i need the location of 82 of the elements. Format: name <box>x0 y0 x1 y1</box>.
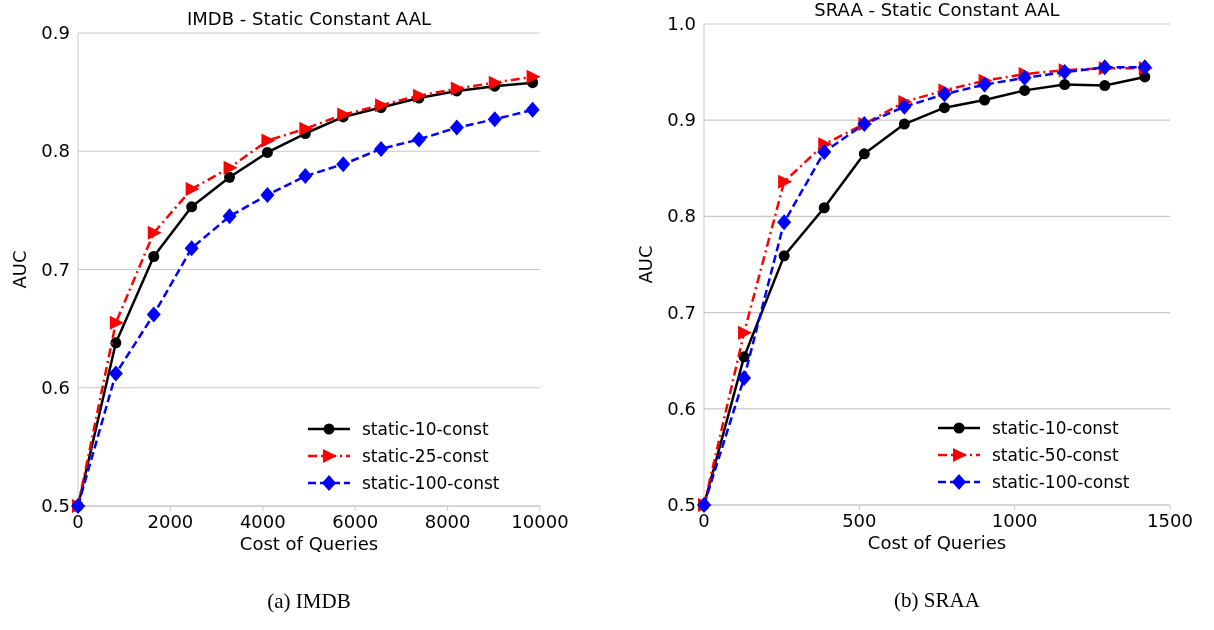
point <box>186 201 198 213</box>
point <box>299 121 314 136</box>
point <box>897 98 912 115</box>
legend-label: static-50-const <box>992 445 1119 465</box>
point <box>375 98 390 113</box>
y-tick-label: 0.8 <box>41 140 70 162</box>
x-tick-label: 1000 <box>991 510 1038 531</box>
point <box>898 118 910 130</box>
point <box>487 111 502 128</box>
point <box>109 315 124 330</box>
point <box>1019 84 1031 96</box>
point <box>937 86 952 103</box>
point <box>336 156 351 173</box>
point <box>450 81 465 96</box>
text: (b) SRAA <box>894 588 981 612</box>
y-tick-label: 0.9 <box>41 22 70 43</box>
point <box>737 370 752 387</box>
point <box>110 337 122 349</box>
point <box>185 182 200 197</box>
point <box>977 76 992 93</box>
chart-title: SRAA - Static Constant AAL <box>814 0 1060 20</box>
point <box>449 119 464 136</box>
text: (a) IMDB <box>267 589 351 613</box>
y-tick-label: 0.9 <box>667 109 696 131</box>
legend-label: static-100-const <box>362 473 500 493</box>
point <box>858 148 870 160</box>
point <box>184 240 199 257</box>
chart-title: IMDB - Static Constant AAL <box>187 8 431 29</box>
point <box>777 214 792 231</box>
x-tick-label: 0 <box>72 511 84 532</box>
point <box>526 69 541 84</box>
y-tick-label: 0.7 <box>41 258 70 280</box>
x-tick-label: 2000 <box>147 511 194 532</box>
y-tick-label: 0.7 <box>667 301 696 323</box>
legend-label: static-10-const <box>992 418 1119 438</box>
legend-label: static-10-const <box>362 419 489 439</box>
point <box>817 143 832 160</box>
x-tick-label: 8000 <box>424 511 471 532</box>
point <box>979 94 991 106</box>
x-tick-label: 500 <box>842 510 877 531</box>
point <box>223 160 238 175</box>
point <box>261 146 273 158</box>
point <box>818 202 830 214</box>
point <box>374 140 389 157</box>
point <box>147 225 162 240</box>
x-tick-label: 1500 <box>1147 510 1193 531</box>
x-axis-title: Cost of Queries <box>867 532 1007 553</box>
y-tick-label: 0.6 <box>41 376 70 398</box>
point <box>108 365 123 382</box>
y-axis-title: AUC <box>9 250 30 289</box>
x-tick-label: 4000 <box>239 511 286 532</box>
point <box>261 133 276 148</box>
point <box>260 187 275 203</box>
x-tick-label: 0 <box>698 510 710 531</box>
point <box>224 171 236 183</box>
x-tick-label: 10000 <box>511 511 569 532</box>
point <box>778 250 790 262</box>
point <box>1017 69 1032 86</box>
legend-label: static-100-const <box>992 472 1130 492</box>
point <box>412 88 427 103</box>
y-tick-label: 1.0 <box>667 13 696 34</box>
point <box>778 174 793 189</box>
point <box>738 325 753 340</box>
y-tick-label: 0.6 <box>667 397 696 419</box>
y-tick-label: 0.5 <box>41 495 70 516</box>
point <box>938 102 950 114</box>
point <box>222 208 237 225</box>
x-tick-label: 6000 <box>332 511 379 532</box>
legend-label: static-25-const <box>362 446 489 466</box>
point <box>298 168 313 185</box>
point <box>411 131 426 148</box>
y-tick-label: 0.8 <box>667 205 696 227</box>
point <box>146 306 161 323</box>
point <box>1099 80 1111 92</box>
y-tick-label: 0.5 <box>667 494 696 515</box>
point <box>488 75 503 90</box>
y-axis-title: AUC <box>635 245 656 284</box>
x-axis-title: Cost of Queries <box>239 533 379 554</box>
point <box>337 107 352 122</box>
point <box>148 250 160 262</box>
point <box>1059 79 1071 91</box>
point <box>525 101 540 118</box>
